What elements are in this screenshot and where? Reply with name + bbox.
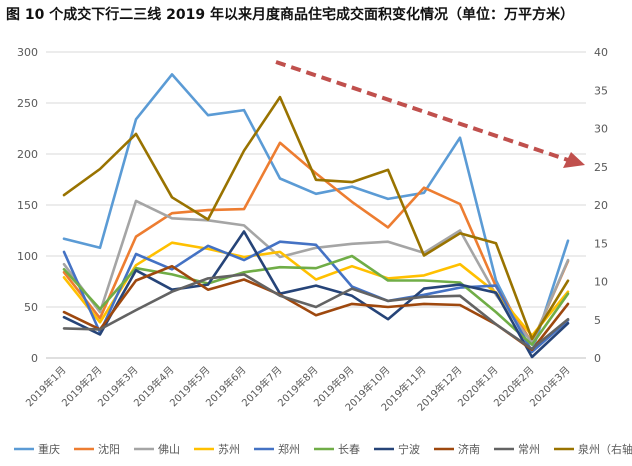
y-right-tick-label: 20 [594,199,608,212]
legend-label: 郑州 [278,442,300,456]
series-line [62,95,570,341]
y-right-tick-label: 30 [594,123,608,136]
legend-label: 济南 [458,442,480,456]
series-line [62,141,570,345]
y-right-tick-label: 5 [594,314,601,327]
y-right-tick-label: 15 [594,237,608,250]
trend-arrow-head [563,152,585,168]
series-line [62,73,570,354]
legend-label: 苏州 [218,443,240,456]
y-left-tick-label: 150 [17,199,38,212]
trend-annotation [275,60,585,168]
legend-label: 常州 [518,443,540,456]
legend-label: 宁波 [398,442,420,456]
series-line [62,230,570,359]
chart-title: 图 10 个成交下行二三线 2019 年以来月度商品住宅成交面积变化情况（单位：… [6,7,574,23]
legend-label: 佛山 [158,443,180,456]
series-line [62,254,570,347]
y-left-tick-label: 300 [17,46,38,59]
legend-label: 重庆 [38,442,60,456]
y-right-tick-label: 40 [594,46,608,59]
series-line [62,199,570,345]
y-right-tick-label: 0 [594,352,601,365]
y-left-tick-label: 50 [24,301,38,314]
series-line [62,240,570,354]
y-right-tick-label: 10 [594,276,608,289]
y-right-tick-label: 25 [594,161,608,174]
series-line [62,273,570,351]
gridlines [46,51,586,359]
legend-label: 沈阳 [98,442,120,456]
y-left-tick-label: 250 [17,97,38,110]
y-left-tick-label: 100 [17,250,38,263]
legend: 重庆 沈阳 佛山 苏州 郑州 长春 宁波 济南 常州 泉州（右轴） [14,442,632,456]
y-left-tick-label: 200 [17,148,38,161]
series-lines [62,73,570,359]
series-line [62,264,570,352]
y-right-tick-label: 35 [594,84,608,97]
legend-label: 泉州（右轴） [578,442,632,456]
trend-arrow-shaft [275,60,569,162]
legend-label: 长春 [338,443,360,456]
y-left-tick-label: 0 [31,352,38,365]
